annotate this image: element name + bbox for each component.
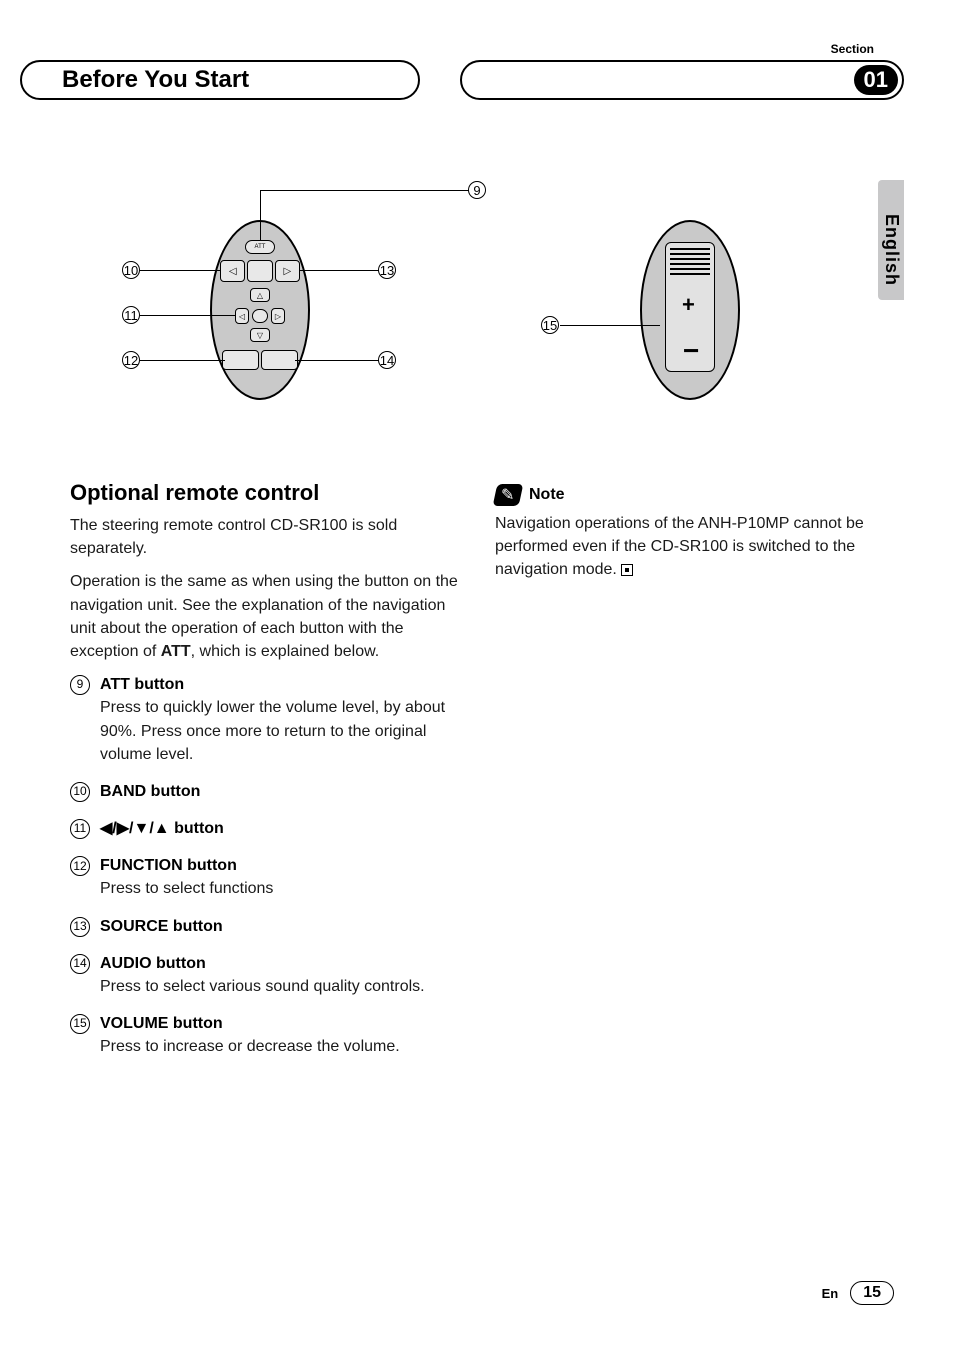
item-body: ◀/▶/▼/▲ button [100, 817, 465, 840]
item-body: AUDIO button Press to select various soun… [100, 952, 465, 998]
note-label: Note [529, 486, 565, 504]
item-number: 15 [70, 1014, 90, 1034]
language-tab-label: English [881, 214, 902, 286]
item-label: BAND button [100, 783, 200, 800]
item-number: 14 [70, 954, 90, 974]
footer-page-number: 15 [850, 1281, 894, 1305]
callout-12: 12 [122, 351, 140, 369]
callout-line [260, 190, 470, 191]
list-item: 10 BAND button [70, 780, 465, 803]
list-item: 13 SOURCE button [70, 915, 465, 938]
item-body: FUNCTION button Press to select functions [100, 854, 465, 900]
callout-15: 15 [541, 316, 559, 334]
plus-icon: + [682, 292, 695, 318]
list-item: 11 ◀/▶/▼/▲ button [70, 817, 465, 840]
callout-line [260, 190, 261, 240]
button-row-bottom [222, 350, 298, 370]
note-text: Navigation operations of the ANH-P10MP c… [495, 512, 890, 582]
list-item: 15 VOLUME button Press to increase or decr… [70, 1012, 465, 1058]
content-columns: Optional remote control The steering rem… [70, 480, 890, 1073]
footer-lang: En [822, 1286, 839, 1301]
end-mark-icon [621, 564, 633, 576]
item-label: ATT button [100, 676, 184, 693]
diagrams-row: ATT ◁▷ △▽◁▷ 9 10 11 12 13 14 + − 15 [70, 180, 870, 440]
item-label: FUNCTION button [100, 857, 237, 874]
item-body: SOURCE button [100, 915, 465, 938]
item-number: 11 [70, 819, 90, 839]
callout-line [140, 270, 220, 271]
list-item: 9 ATT button Press to quickly lower the vo… [70, 673, 465, 766]
header-row: Before You Start 01 [20, 60, 904, 100]
callout-line [140, 315, 235, 316]
item-label: ◀/▶/▼/▲ button [100, 820, 224, 837]
item-number: 9 [70, 675, 90, 695]
item-number: 10 [70, 782, 90, 802]
header-pill-right: 01 [460, 60, 904, 100]
item-label: SOURCE button [100, 918, 223, 935]
button-row-top: ◁▷ [220, 260, 300, 282]
note-icon: ✎ [493, 484, 524, 506]
intro-para-2: Operation is the same as when using the … [70, 570, 465, 663]
item-number: 12 [70, 856, 90, 876]
callout-13: 13 [378, 261, 396, 279]
att-button-icon: ATT [245, 240, 275, 254]
item-number: 13 [70, 917, 90, 937]
callout-14: 14 [378, 351, 396, 369]
callout-line [560, 325, 660, 326]
volume-grip-icon [670, 248, 710, 278]
item-body: VOLUME button Press to increase or decrea… [100, 1012, 465, 1058]
intro-para-1: The steering remote control CD-SR100 is … [70, 514, 465, 560]
item-label: VOLUME button [100, 1015, 223, 1032]
callout-11: 11 [122, 306, 140, 324]
minus-icon: − [683, 335, 699, 367]
callout-line [300, 270, 380, 271]
item-body: BAND button [100, 780, 465, 803]
page-footer: En 15 [822, 1281, 894, 1305]
item-desc: Press to select functions [100, 880, 273, 897]
callout-line [140, 360, 225, 361]
item-label: AUDIO button [100, 955, 206, 972]
header-pill-left: Before You Start [20, 60, 420, 100]
section-label: Section [831, 42, 874, 56]
item-desc: Press to quickly lower the volume level,… [100, 699, 445, 762]
remote-diagram-side: + − 15 [500, 180, 870, 440]
remote-diagram-front: ATT ◁▷ △▽◁▷ 9 10 11 12 13 14 [70, 180, 440, 440]
list-item: 14 AUDIO button Press to select various so… [70, 952, 465, 998]
dpad-icon: △▽◁▷ [235, 288, 285, 342]
item-body: ATT button Press to quickly lower the vol… [100, 673, 465, 766]
callout-9: 9 [468, 181, 486, 199]
section-heading: Optional remote control [70, 480, 465, 506]
page-title: Before You Start [62, 66, 249, 94]
para-text: , which is explained below. [191, 643, 380, 660]
callout-line [295, 360, 380, 361]
list-item: 12 FUNCTION button Press to select functio… [70, 854, 465, 900]
left-column: Optional remote control The steering rem… [70, 480, 465, 1073]
note-heading: ✎ Note [495, 484, 890, 506]
right-column: ✎ Note Navigation operations of the ANH-… [495, 480, 890, 1073]
item-desc: Press to select various sound quality co… [100, 978, 425, 995]
note-body: Navigation operations of the ANH-P10MP c… [495, 515, 864, 578]
callout-10: 10 [122, 261, 140, 279]
para-bold: ATT [161, 643, 191, 660]
section-number-badge: 01 [854, 65, 898, 95]
item-desc: Press to increase or decrease the volume… [100, 1038, 400, 1055]
